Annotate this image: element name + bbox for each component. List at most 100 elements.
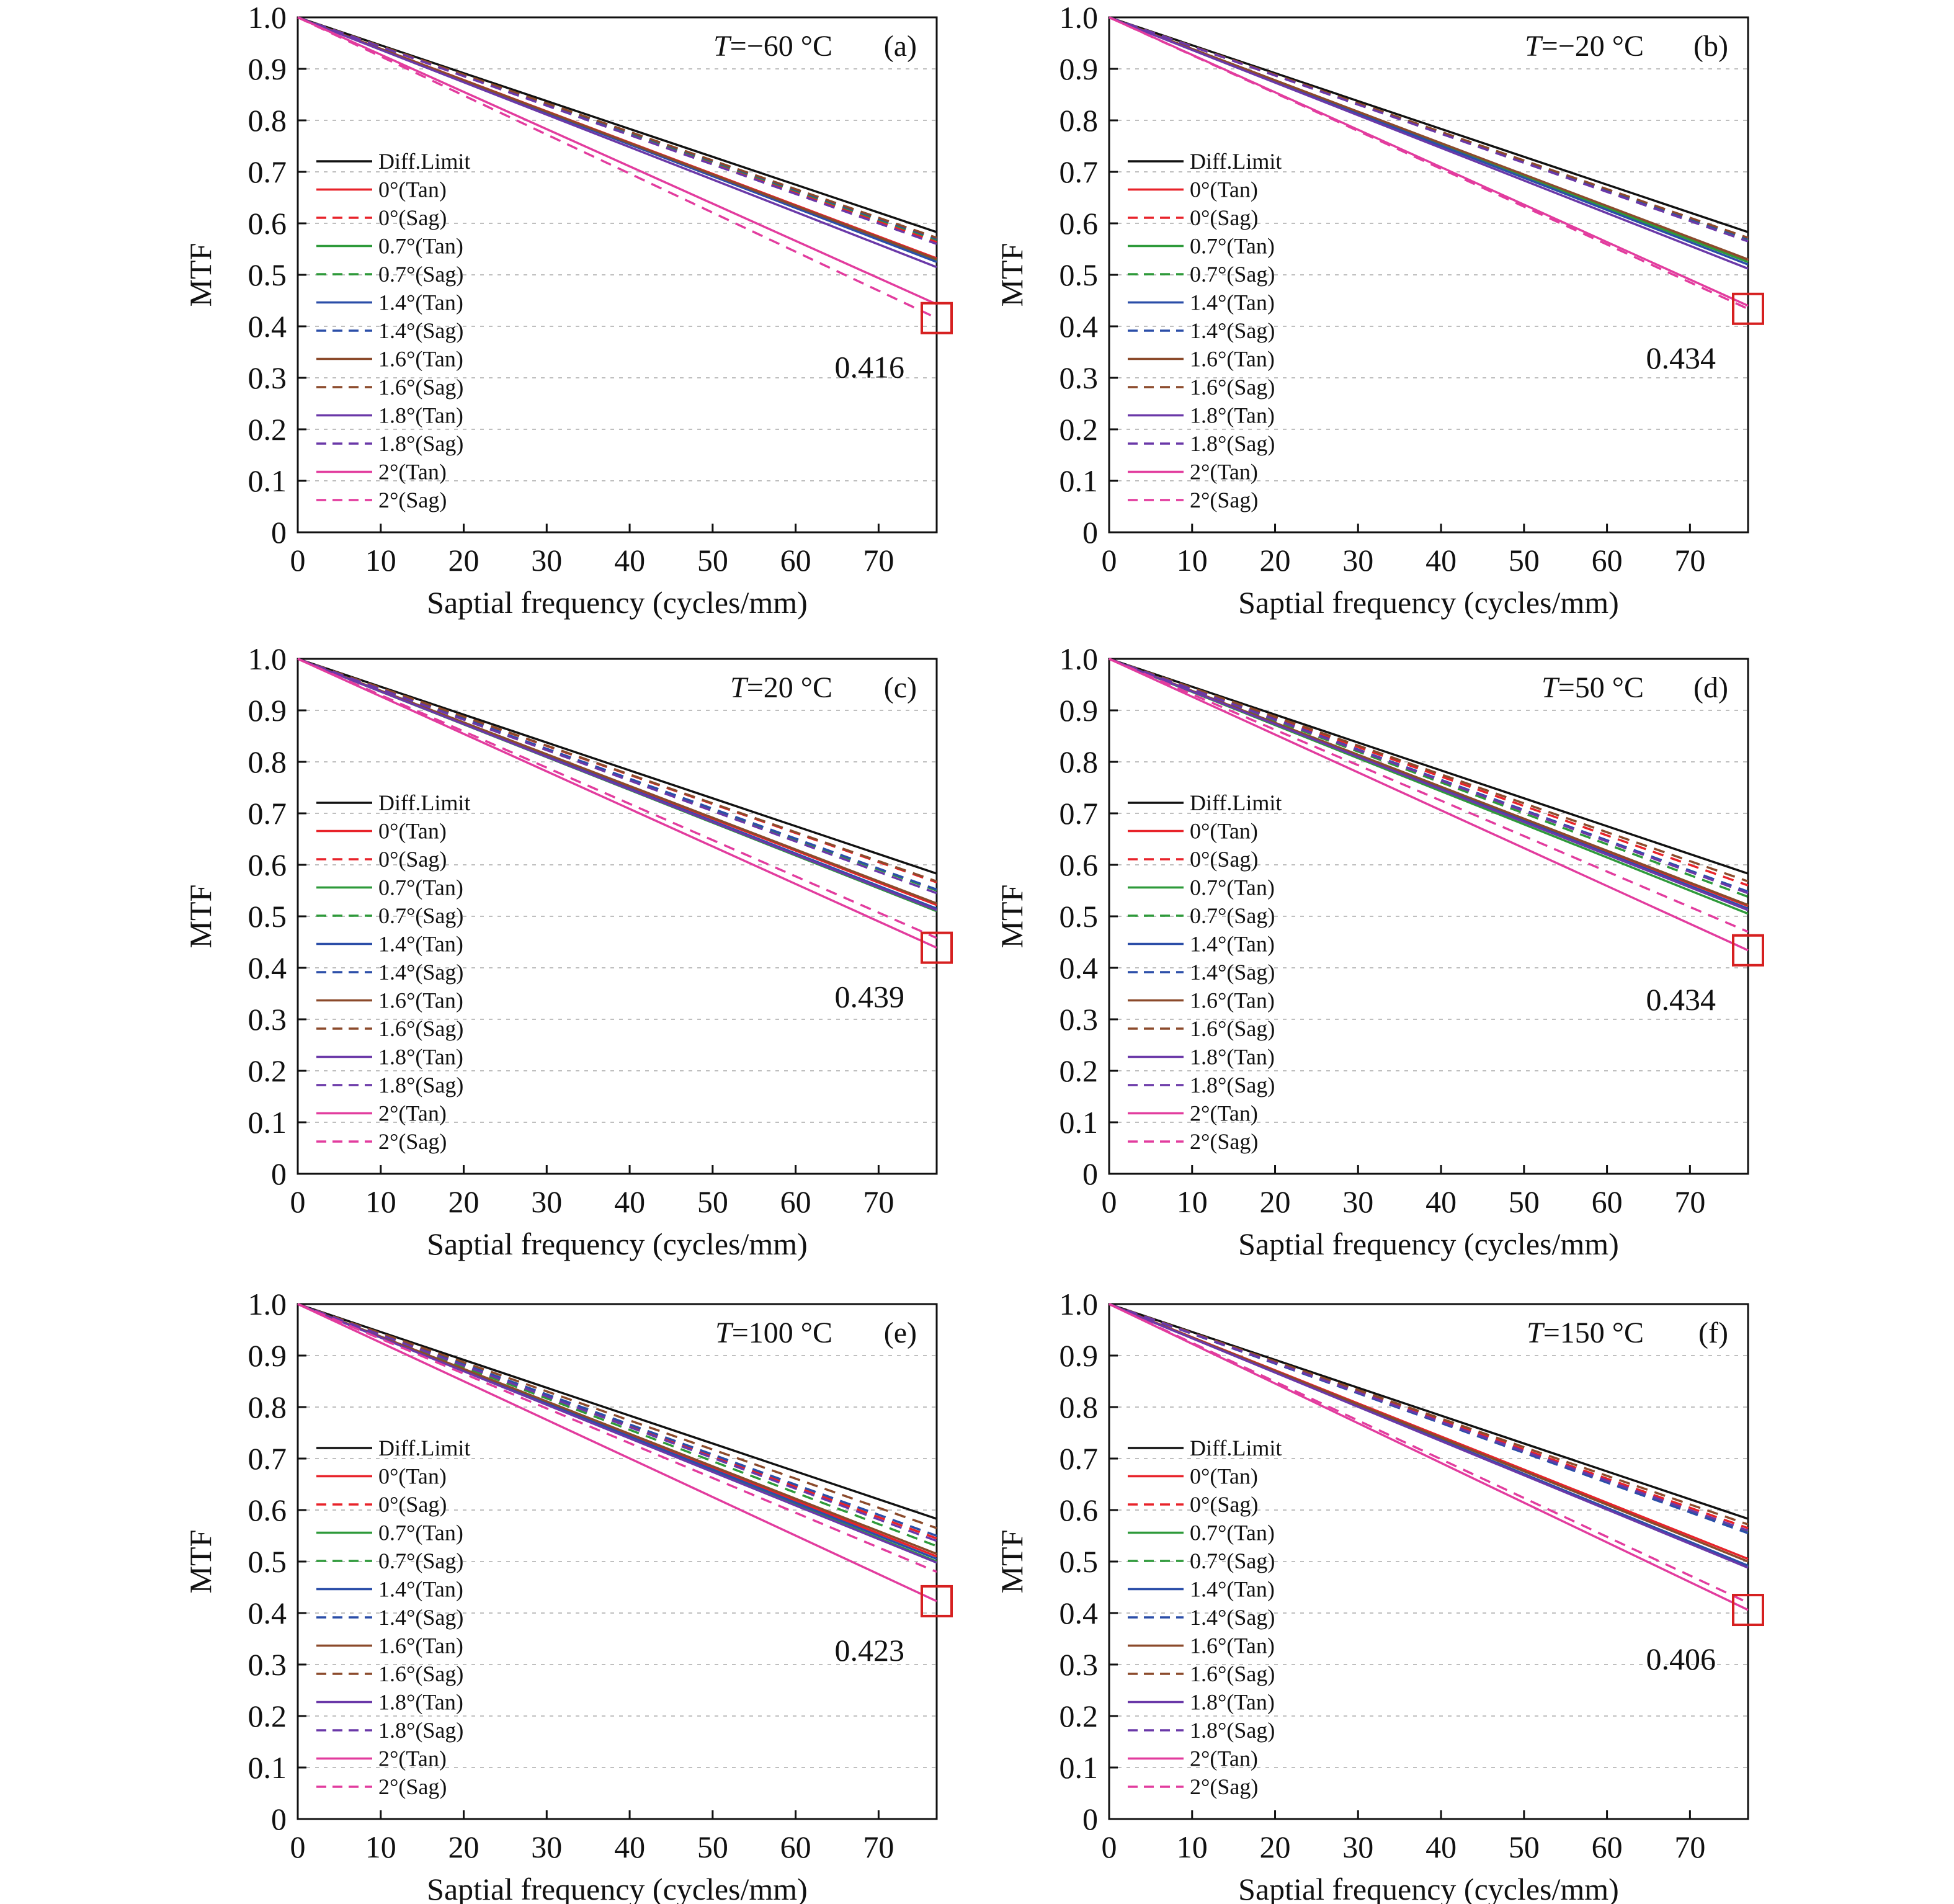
series-line	[1109, 658, 1749, 911]
y-tick-label: 0.5	[248, 257, 287, 292]
y-tick-label: 0.2	[1060, 1053, 1099, 1088]
x-tick-label: 0	[290, 1184, 306, 1219]
panel-letter: (d)	[1693, 671, 1728, 704]
y-tick-label: 0.5	[248, 1544, 287, 1579]
y-tick-label: 1.0	[248, 0, 287, 35]
legend-entry: 1.4°(Tan)	[378, 932, 463, 957]
legend-entry: 1.4°(Tan)	[1190, 1577, 1275, 1602]
legend-entry: 1.4°(Sag)	[1190, 960, 1275, 985]
y-tick-label: 0.2	[1060, 1699, 1099, 1733]
y-tick-label: 0	[271, 515, 287, 550]
temperature-label: T=20 °C	[730, 671, 832, 704]
chart-panel: 0 0.1 0.2 0.3 0.4 0.5 0.6 0.7 0.8 0.9 1.0 0 10 20 30 40…	[183, 0, 953, 620]
x-tick-label: 30	[531, 1830, 562, 1864]
x-tick-label: 20	[1260, 1184, 1291, 1219]
x-tick-label: 0	[1102, 1184, 1117, 1219]
x-tick-label: 50	[1509, 543, 1540, 578]
legend-entry: 0.7°(Sag)	[378, 262, 463, 287]
y-tick-label: 0.3	[248, 360, 287, 395]
y-tick-label: 0.7	[1060, 1441, 1099, 1476]
legend-entry: 2°(Tan)	[378, 1101, 447, 1126]
series-line	[1109, 1303, 1749, 1532]
y-tick-label: 0.3	[1060, 360, 1099, 395]
legend-entry: Diff.Limit	[1190, 149, 1282, 174]
panel-letter: (a)	[884, 30, 917, 63]
y-axis-label: MTF	[183, 243, 218, 307]
legend-entry: 1.6°(Tan)	[378, 988, 463, 1013]
series-line	[297, 1303, 937, 1529]
legend-entry: 0°(Sag)	[1190, 1492, 1258, 1517]
series-line	[297, 1303, 937, 1602]
legend-entry: 0°(Sag)	[378, 847, 447, 872]
x-tick-label: 60	[1592, 1830, 1623, 1864]
y-tick-label: 0.8	[1060, 103, 1099, 138]
y-axis-label: MTF	[183, 1530, 218, 1594]
y-tick-label: 0	[271, 1156, 287, 1191]
y-tick-label: 0.8	[1060, 744, 1099, 779]
chart-panel: 0 0.1 0.2 0.3 0.4 0.5 0.6 0.7 0.8 0.9 1.0 0 10 20 30 40…	[994, 0, 1764, 620]
legend-entry: 0°(Sag)	[378, 1492, 447, 1517]
highlight-box	[921, 1584, 953, 1617]
legend-entry: Diff.Limit	[378, 790, 470, 815]
legend-entry: 2°(Sag)	[1190, 1774, 1258, 1799]
x-tick-label: 50	[697, 1830, 728, 1864]
legend-entry: 0°(Tan)	[1190, 1464, 1258, 1489]
x-tick-label: 70	[863, 1830, 894, 1864]
y-tick-label: 0.2	[248, 1699, 287, 1733]
legend-entry: 1.8°(Tan)	[378, 1045, 463, 1070]
y-tick-label: 0.6	[248, 206, 287, 241]
y-axis-label: MTF	[994, 243, 1029, 307]
x-tick-label: 70	[1674, 1184, 1705, 1219]
y-axis-label: MTF	[183, 885, 218, 949]
series-line	[297, 16, 937, 261]
legend-entry: 0.7°(Tan)	[378, 1521, 463, 1545]
y-tick-label: 0.1	[248, 1105, 287, 1140]
mtf-value-label: 0.434	[1646, 982, 1716, 1017]
legend-entry: 0°(Sag)	[378, 205, 447, 230]
y-tick-label: 0.5	[1060, 1544, 1099, 1579]
y-tick-label: 0.6	[1060, 847, 1099, 882]
y-axis-label: MTF	[994, 885, 1029, 949]
y-tick-label: 0	[1082, 1156, 1098, 1191]
legend-entry: 2°(Tan)	[1190, 460, 1258, 485]
legend-entry: 1.6°(Sag)	[378, 1016, 463, 1041]
y-tick-label: 0.4	[248, 950, 287, 985]
legend-entry: 2°(Tan)	[378, 460, 447, 485]
legend-entry: 1.4°(Sag)	[1190, 318, 1275, 343]
y-tick-label: 0.4	[248, 309, 287, 344]
x-tick-label: 10	[365, 543, 396, 578]
legend-entry: 0°(Tan)	[1190, 819, 1258, 844]
legend-entry: 1.4°(Tan)	[378, 1577, 463, 1602]
legend-entry: 2°(Tan)	[1190, 1101, 1258, 1126]
y-tick-label: 0.3	[1060, 1647, 1099, 1682]
legend-entry: 1.8°(Sag)	[1190, 1718, 1275, 1743]
legend-entry: 1.8°(Sag)	[1190, 1073, 1275, 1097]
temperature-label: T=−60 °C	[713, 30, 832, 63]
highlight-box	[921, 302, 953, 334]
mtf-value-label: 0.434	[1646, 341, 1716, 375]
x-tick-label: 30	[1342, 543, 1373, 578]
legend-entry: 1.8°(Tan)	[378, 403, 463, 428]
x-tick-label: 70	[863, 1184, 894, 1219]
y-tick-label: 0.6	[248, 1493, 287, 1527]
x-axis-label: Saptial frequency (cycles/mm)	[427, 1872, 808, 1904]
y-tick-label: 0.8	[1060, 1390, 1099, 1424]
y-axis-label: MTF	[994, 1530, 1029, 1594]
y-tick-label: 0.4	[1060, 950, 1099, 985]
x-tick-label: 50	[1509, 1184, 1540, 1219]
y-tick-label: 0.6	[1060, 206, 1099, 241]
series-line	[297, 658, 937, 883]
x-tick-label: 20	[448, 1830, 480, 1864]
legend-entry: 2°(Tan)	[1190, 1746, 1258, 1771]
legend-entry: 1.6°(Sag)	[1190, 1661, 1275, 1686]
y-tick-label: 0.8	[248, 744, 287, 779]
mtf-value-label: 0.423	[835, 1633, 905, 1668]
x-axis-label: Saptial frequency (cycles/mm)	[1238, 1227, 1619, 1261]
y-tick-label: 0.9	[248, 51, 287, 86]
series-line	[297, 658, 937, 939]
legend-entry: 1.6°(Sag)	[378, 1661, 463, 1686]
legend-entry: 0°(Sag)	[1190, 847, 1258, 872]
y-tick-label: 1.0	[1060, 641, 1099, 676]
x-tick-label: 60	[780, 543, 811, 578]
